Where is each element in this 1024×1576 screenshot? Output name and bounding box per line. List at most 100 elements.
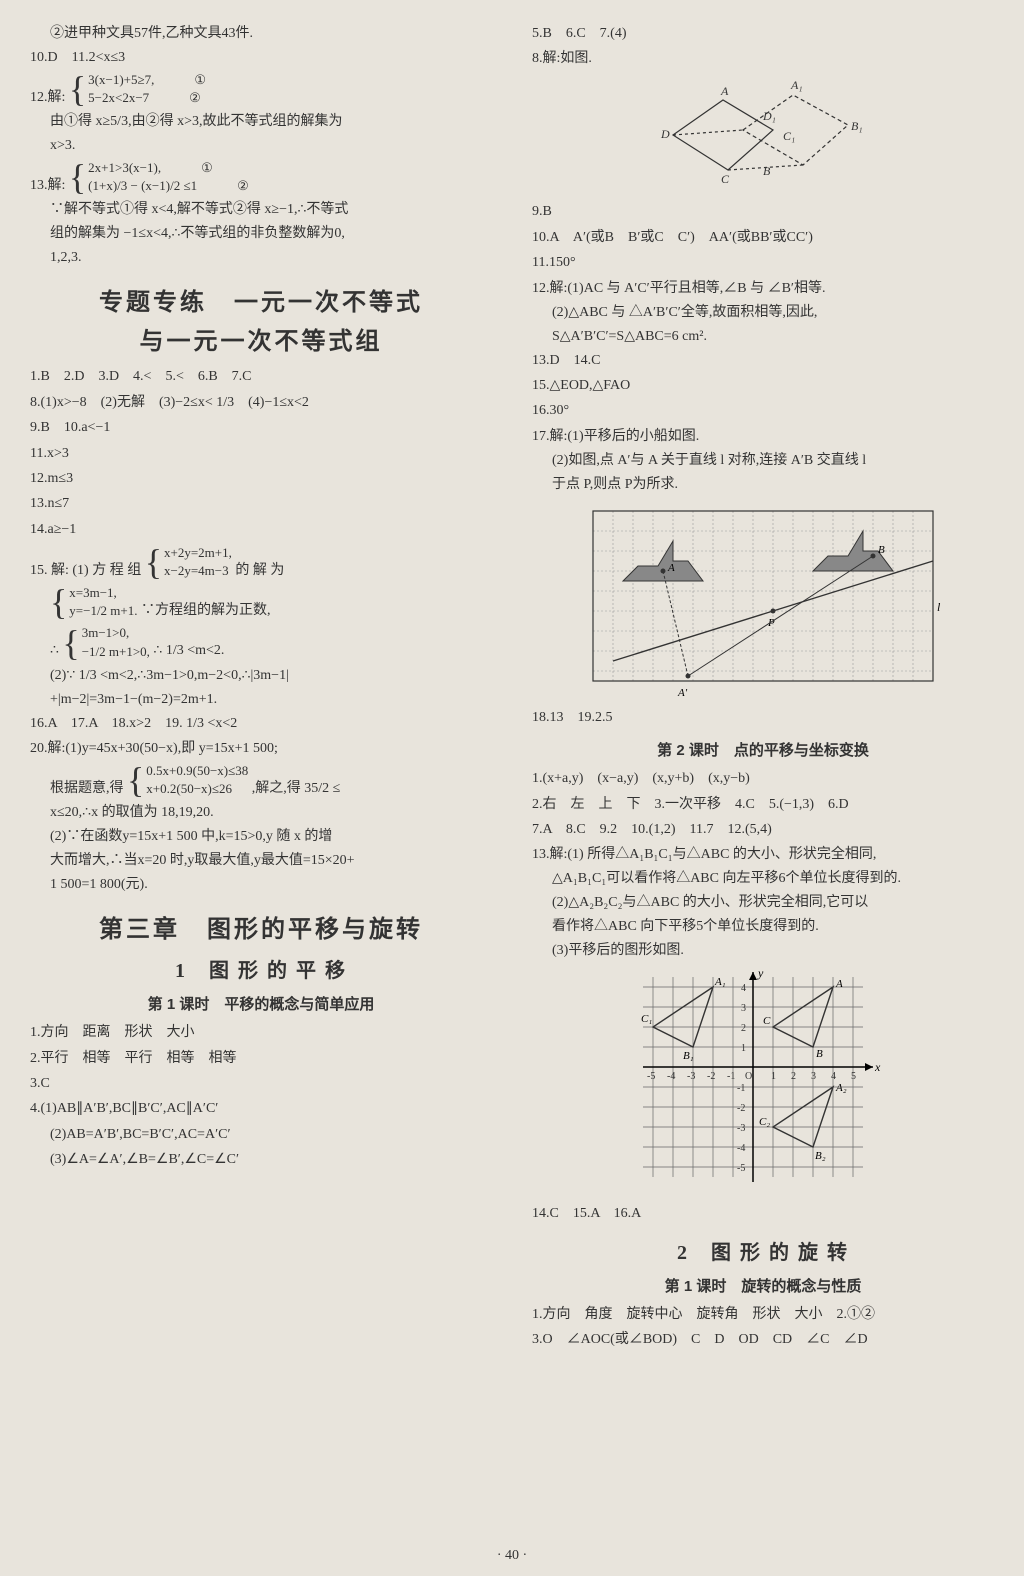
svg-text:B: B <box>763 164 771 178</box>
page-number: · 40 · <box>0 1548 1024 1564</box>
answer-row: 1.(x+a,y) (x−a,y) (x,y+b) (x,y−b) <box>532 768 994 790</box>
text-line: (2)△ABC 与 △A′B′C′全等,故面积相等,因此, <box>532 302 994 323</box>
text-line: S△A′B′C′=S△ABC=6 cm². <box>532 326 994 347</box>
answer-row: 9.B 10.a<−1 <box>30 417 492 439</box>
answer-row: 8.(1)x>−8 (2)无解 (3)−2≤x< 1/3 (4)−1≤x<2 <box>30 392 492 414</box>
answer-row: 1.B 2.D 3.D 4.< 5.< 6.B 7.C <box>30 366 492 388</box>
svg-text:C₁: C₁ <box>641 1013 652 1025</box>
eq: y=−1/2 m+1. <box>69 602 137 620</box>
figure-13-diagram: x y -5-4-3-2-1 O 12345 1234 -1-2-3-4-5 A… <box>623 967 903 1197</box>
text-line: x≤20,∴x 的取值为 18,19,20. <box>30 802 492 823</box>
svg-text:1: 1 <box>771 1071 776 1082</box>
svg-text:B₂: B₂ <box>815 1150 826 1162</box>
eq: x+0.2(50−x)≤26 <box>146 780 248 798</box>
svg-text:B: B <box>816 1048 823 1060</box>
figure-8-diagram: AA₁ D D₁C₁ B₁ CB <box>633 75 893 195</box>
circnum: ① <box>201 159 213 177</box>
label: 的 解 为 <box>235 563 284 578</box>
eq: 3m−1>0, <box>82 624 150 642</box>
svg-text:2: 2 <box>791 1071 796 1082</box>
text-line: 15. 解: (1) 方 程 组 { x+2y=2m+1, x−2y=4m−3 … <box>30 544 492 581</box>
svg-text:1: 1 <box>741 1043 746 1054</box>
svg-text:D: D <box>660 127 670 141</box>
answer-row: 13.n≤7 <box>30 493 492 515</box>
svg-text:-1: -1 <box>727 1071 735 1082</box>
svg-text:A: A <box>835 978 843 990</box>
svg-text:-1: -1 <box>737 1083 745 1094</box>
text-line: 组的解集为 −1≤x<4,∴不等式组的非负整数解为0, <box>30 223 492 244</box>
svg-text:-4: -4 <box>667 1071 675 1082</box>
label: ∵方程组的解为正数, <box>141 603 271 618</box>
text-line: 1,2,3. <box>30 247 492 268</box>
label: 15. 解: (1) 方 程 组 <box>30 563 141 578</box>
equation-group: { 3m−1>0, −1/2 m+1>0, <box>62 624 150 660</box>
svg-text:5: 5 <box>851 1071 856 1082</box>
text-line: 20.解:(1)y=45x+30(50−x),即 y=15x+1 500; <box>30 738 492 759</box>
svg-text:B₁: B₁ <box>851 119 863 133</box>
svg-text:-2: -2 <box>707 1071 715 1082</box>
answer-row: 4.(1)AB∥A′B′,BC∥B′C′,AC∥A′C′ <box>30 1098 492 1120</box>
eq: 2x+1>3(x−1), <box>88 160 161 175</box>
answer-row: 3.C <box>30 1073 492 1095</box>
text-line: { x=3m−1, y=−1/2 m+1. ∵方程组的解为正数, <box>30 584 492 621</box>
svg-text:B₁: B₁ <box>683 1050 694 1062</box>
svg-text:-3: -3 <box>737 1123 745 1134</box>
answer-row: 1.方向 角度 旋转中心 旋转角 形状 大小 2.①② <box>532 1304 994 1326</box>
label: 12.解: <box>30 90 65 105</box>
svg-text:B: B <box>878 544 885 556</box>
svg-text:-5: -5 <box>647 1071 655 1082</box>
text-line: 8.解:如图. <box>532 48 994 69</box>
text-line: ∵解不等式①得 x<4,解不等式②得 x≥−1,∴不等式 <box>30 199 492 220</box>
text-line: 12.解: { 3(x−1)+5≥7,① 5−2x<2x−7② <box>30 71 492 108</box>
svg-text:C₁: C₁ <box>783 129 795 143</box>
text-line: 看作将△ABC 向下平移5个单位长度得到的. <box>532 916 994 937</box>
svg-text:x: x <box>874 1060 881 1074</box>
svg-text:4: 4 <box>741 983 746 994</box>
text-line: 13.解:(1) 所得△A₁B₁C₁与△ABC 的大小、形状完全相同, <box>532 844 994 865</box>
text-line: x>3. <box>30 135 492 156</box>
eq: 0.5x+0.9(50−x)≤38 <box>146 762 248 780</box>
label: 根据题意,得 <box>50 781 124 796</box>
circnum: ① <box>194 71 206 89</box>
answer-row: 11.x>3 <box>30 443 492 465</box>
lesson-title: 第 1 课时 平移的概念与简单应用 <box>30 993 492 1014</box>
svg-text:O: O <box>745 1071 752 1082</box>
text-line: (3)平移后的图形如图. <box>532 940 994 961</box>
eq: −1/2 m+1>0, <box>82 643 150 661</box>
eq: 3(x−1)+5≥7, <box>88 72 154 87</box>
eq: 5−2x<2x−7 <box>88 90 149 105</box>
text-line: +|m−2|=3m−1−(m−2)=2m+1. <box>30 689 492 710</box>
eq: x+2y=2m+1, <box>164 544 232 562</box>
equation-group: { x=3m−1, y=−1/2 m+1. <box>50 584 138 620</box>
text-line: (2)如图,点 A′与 A 关于直线 l 对称,连接 A′B 交直线 l <box>532 450 994 471</box>
answer-row: 16.30° <box>532 400 994 422</box>
answer-row: 16.A 17.A 18.x>2 19. 1/3 <x<2 <box>30 713 492 735</box>
svg-text:C: C <box>763 1015 771 1027</box>
answer-row: 2.平行 相等 平行 相等 相等 <box>30 1048 492 1070</box>
label: ∴ <box>50 644 59 659</box>
lesson-title: 第 1 课时 旋转的概念与性质 <box>532 1275 994 1296</box>
label: ∴ 1/3 <m<2. <box>153 644 224 659</box>
svg-text:C: C <box>721 172 730 186</box>
eq: x−2y=4m−3 <box>164 562 232 580</box>
svg-text:-3: -3 <box>687 1071 695 1082</box>
text-line: △A₁B₁C₁可以看作将△ABC 向左平移6个单位长度得到的. <box>532 868 994 889</box>
svg-text:-5: -5 <box>737 1163 745 1174</box>
text-line: 根据题意,得 { 0.5x+0.9(50−x)≤38 x+0.2(50−x)≤2… <box>30 762 492 799</box>
svg-text:D₁: D₁ <box>762 109 776 123</box>
text-line: (2)∵在函数y=15x+1 500 中,k=15>0,y 随 x 的增 <box>30 826 492 847</box>
svg-text:A′: A′ <box>677 687 688 699</box>
answer-row: (2)AB=A′B′,BC=B′C′,AC=A′C′ <box>30 1124 492 1146</box>
topic-title: 专题专练 一元一次不等式 <box>30 282 492 317</box>
text-line: 17.解:(1)平移后的小船如图. <box>532 426 994 447</box>
text-line: 10.D 11.2<x≤3 <box>30 47 492 68</box>
svg-text:C₂: C₂ <box>759 1116 770 1128</box>
answer-row: 1.方向 距离 形状 大小 <box>30 1022 492 1044</box>
circnum: ② <box>189 89 201 107</box>
svg-text:-4: -4 <box>737 1143 745 1154</box>
lesson-title: 第 2 课时 点的平移与坐标变换 <box>532 739 994 760</box>
text-line: 13.解: { 2x+1>3(x−1),① (1+x)/3 − (x−1)/2 … <box>30 159 492 196</box>
answer-row: 12.m≤3 <box>30 468 492 490</box>
svg-text:A: A <box>720 84 729 98</box>
section-title: 2 图 形 的 旋 转 <box>532 1236 994 1265</box>
